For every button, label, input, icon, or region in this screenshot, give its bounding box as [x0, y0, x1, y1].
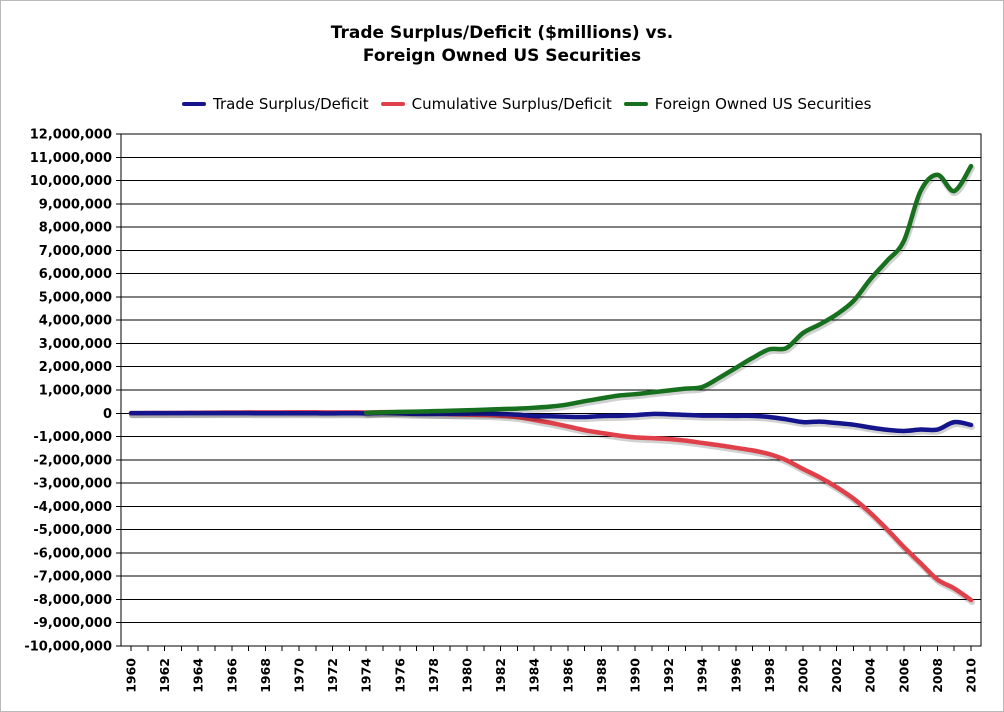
- y-tick-label: 1,000,000: [39, 384, 112, 399]
- x-tick-label: 2004: [863, 658, 878, 693]
- series-line-trade-surplus-deficit: [128, 410, 974, 434]
- legend-label-foreign: Foreign Owned US Securities: [654, 95, 872, 113]
- y-tick-label: -6,000,000: [33, 546, 112, 561]
- x-tick-label: 1986: [560, 658, 575, 693]
- y-tick-label: 7,000,000: [39, 244, 112, 259]
- y-tick-label: -4,000,000: [33, 500, 112, 515]
- y-tick-label: -3,000,000: [33, 477, 112, 492]
- y-tick-label: 5,000,000: [39, 290, 112, 305]
- chart-title: Trade Surplus/Deficit ($millions) vs. Fo…: [0, 22, 1004, 68]
- x-tick-label: 1970: [292, 658, 307, 693]
- series-line-foreign-owned-us-securities-shadow: [364, 165, 975, 418]
- y-tick-label: -1,000,000: [33, 430, 112, 445]
- legend-label-cumulative: Cumulative Surplus/Deficit: [411, 95, 612, 113]
- chart-legend: Trade Surplus/Deficit Cumulative Surplus…: [182, 93, 883, 115]
- x-tick-label: 1994: [695, 658, 710, 693]
- legend-label-trade: Trade Surplus/Deficit: [213, 95, 369, 113]
- legend-swatch-foreign: [623, 102, 648, 106]
- series-line-foreign-owned-us-securities: [363, 163, 974, 416]
- y-tick-label: 8,000,000: [39, 221, 112, 236]
- y-tick-label: 0: [103, 407, 112, 422]
- legend-item-cumulative-surplus-deficit: Cumulative Surplus/Deficit: [380, 95, 612, 113]
- x-tick-label: 1962: [157, 658, 172, 693]
- x-tick-labels: 1960 1962 1964 1966 1968 1970 1972 1974 1976 1978…: [124, 658, 979, 693]
- y-tick-label: -10,000,000: [24, 640, 112, 655]
- x-tick-label: 1964: [191, 658, 206, 693]
- x-tick-label: 1974: [359, 658, 374, 693]
- y-tick-label: 12,000,000: [30, 128, 112, 143]
- x-tick-label: 1972: [325, 658, 340, 693]
- y-tick-label: -7,000,000: [33, 570, 112, 585]
- x-tick-label: 1976: [392, 658, 407, 693]
- x-tick-label: 1996: [728, 658, 743, 693]
- x-tick-label: 1966: [224, 658, 239, 693]
- x-tick-label: 1992: [661, 658, 676, 693]
- legend-item-foreign-owned-us-securities: Foreign Owned US Securities: [623, 95, 872, 113]
- legend-item-trade-surplus-deficit: Trade Surplus/Deficit: [182, 95, 369, 113]
- x-tick-label: 2008: [930, 658, 945, 693]
- series-lines: [128, 163, 975, 606]
- x-tick-label: 1990: [628, 658, 643, 693]
- chart-title-line-1: Trade Surplus/Deficit ($millions) vs.: [330, 23, 674, 43]
- x-tick-label: 2006: [896, 658, 911, 693]
- y-tick-label: 2,000,000: [39, 360, 112, 375]
- y-tick-label: 10,000,000: [30, 174, 112, 189]
- x-tick-label: 1978: [426, 658, 441, 693]
- legend-swatch-trade: [182, 102, 206, 106]
- x-tick-label: 1984: [527, 658, 542, 693]
- x-tick-label: 1982: [493, 658, 508, 693]
- x-tick-label: 2000: [796, 658, 811, 693]
- y-tick-labels: 12,000,000 11,000,000 10,000,000 9,000,000 8…: [24, 128, 112, 655]
- series-line-cumulative-surplus-deficit-shadow: [129, 411, 975, 606]
- y-tick-label: 4,000,000: [39, 314, 112, 329]
- x-tick-label: 2002: [829, 658, 844, 693]
- y-tick-label: 9,000,000: [39, 197, 112, 212]
- x-tick-label: 1980: [460, 658, 475, 693]
- x-tick-label: 1998: [762, 658, 777, 693]
- legend-swatch-cumulative: [380, 102, 405, 106]
- chart-title-line-2: Foreign Owned US Securities: [362, 46, 642, 66]
- x-tick-label: 2010: [964, 658, 979, 693]
- x-tick-label: 1988: [594, 658, 609, 693]
- axes: [116, 133, 982, 651]
- x-tick-label: 1968: [258, 658, 273, 693]
- y-tick-label: 6,000,000: [39, 267, 112, 282]
- y-tick-label: -8,000,000: [33, 593, 112, 608]
- y-tick-label: 11,000,000: [30, 151, 112, 166]
- y-tick-label: 3,000,000: [39, 337, 112, 352]
- gridlines: [121, 133, 981, 647]
- y-tick-label: -2,000,000: [33, 453, 112, 468]
- y-tick-label: -9,000,000: [33, 616, 112, 631]
- x-tick-label: 1960: [124, 658, 139, 693]
- y-tick-label: -5,000,000: [33, 523, 112, 538]
